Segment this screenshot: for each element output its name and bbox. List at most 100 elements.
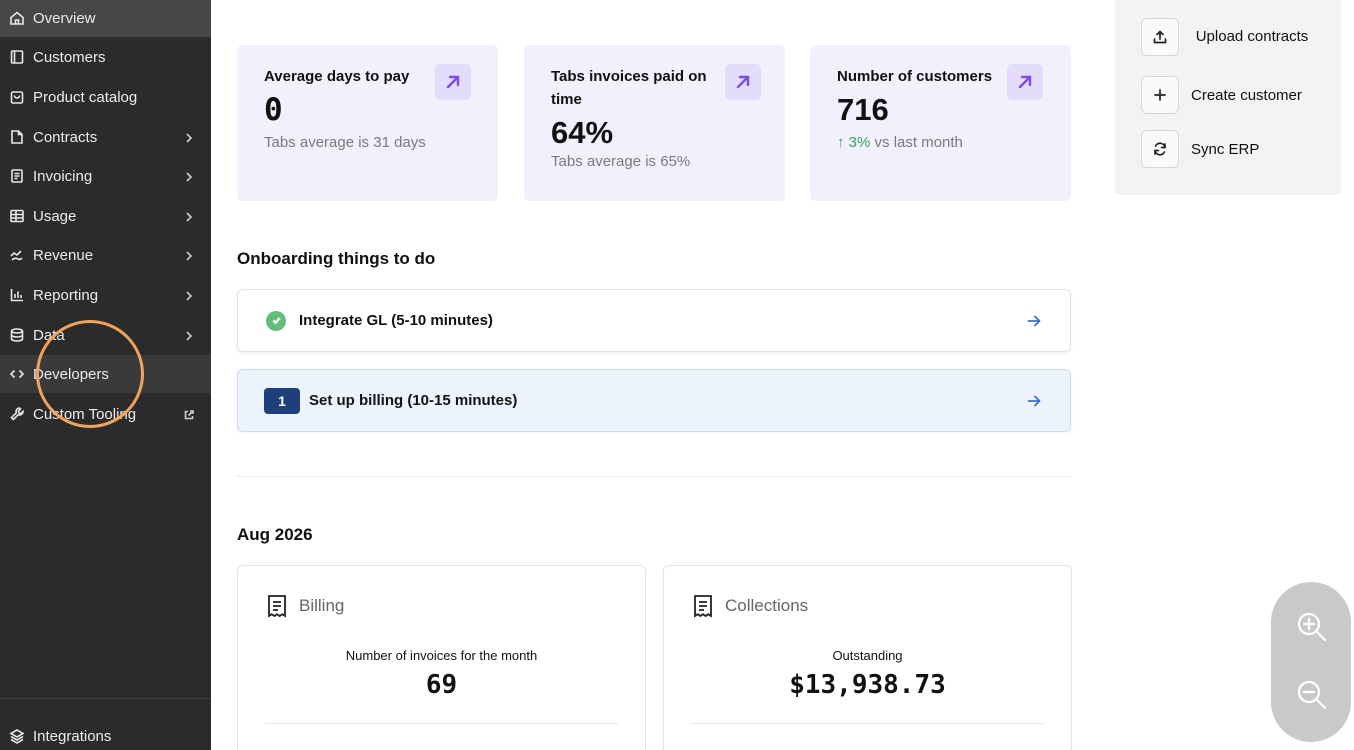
arrow-up-right-icon[interactable]	[1007, 64, 1043, 100]
layers-icon	[8, 727, 26, 745]
stat-card-paid-on-time: Tabs invoices paid on time 64% Tabs aver…	[524, 45, 785, 201]
stat-title: Average days to pay	[264, 68, 410, 85]
stat-value: 0	[264, 92, 283, 128]
sidebar-item-label: Custom Tooling	[33, 405, 137, 423]
sync-erp-action[interactable]: Sync ERP	[1141, 130, 1259, 168]
sync-icon[interactable]	[1141, 130, 1179, 168]
sidebar-item-revenue[interactable]: Revenue	[0, 236, 211, 274]
collections-card-divider	[691, 723, 1044, 724]
task-set-up-billing[interactable]: 1 Set up billing (10-15 minutes)	[237, 369, 1071, 432]
sidebar-item-label: Overview	[33, 9, 96, 27]
bar-chart-icon	[8, 286, 26, 304]
file-icon	[8, 128, 26, 146]
billing-card-header: Billing	[266, 594, 344, 618]
sidebar-item-label: Developers	[33, 365, 109, 383]
zoom-in-icon[interactable]	[1295, 610, 1329, 644]
sidebar-item-label: Usage	[33, 207, 77, 225]
collections-card-header: Collections	[692, 594, 808, 618]
sidebar-item-label: Product catalog	[33, 88, 138, 106]
sidebar-item-overview[interactable]: Overview	[0, 0, 211, 37]
plus-icon[interactable]	[1141, 76, 1179, 114]
stat-value: 64%	[551, 115, 614, 150]
task-label: Set up billing (10-15 minutes)	[309, 392, 518, 409]
sidebar-item-label: Contracts	[33, 128, 98, 146]
sidebar-item-label: Reporting	[33, 286, 99, 304]
create-customer-action[interactable]: Create customer	[1141, 76, 1302, 114]
arrow-up-right-icon[interactable]	[435, 64, 471, 100]
sidebar-item-usage[interactable]: Usage	[0, 197, 211, 235]
sidebar-item-label: Data	[33, 326, 65, 344]
stat-subtitle: Tabs average is 65%	[551, 153, 691, 170]
zoom-control	[1271, 582, 1351, 742]
arrow-right-icon[interactable]	[1026, 313, 1042, 329]
action-label[interactable]: Sync ERP	[1191, 140, 1260, 158]
zoom-out-icon[interactable]	[1295, 678, 1329, 712]
billing-metric-label: Number of invoices for the month	[345, 648, 538, 663]
quick-actions-panel: Upload contracts Create customer Sync ER…	[1115, 0, 1341, 195]
invoice-icon	[8, 167, 26, 185]
stat-subtitle: ↑ 3% vs last month	[837, 134, 1044, 151]
arrow-right-icon[interactable]	[1026, 393, 1042, 409]
sidebar-divider	[0, 698, 211, 699]
sidebar-item-invoicing[interactable]: Invoicing	[0, 157, 211, 195]
sidebar-item-reporting[interactable]: Reporting	[0, 276, 211, 314]
sidebar-item-integrations[interactable]: Integrations	[0, 717, 211, 750]
section-divider	[237, 476, 1071, 477]
stat-subtitle: Tabs average is 31 days	[264, 134, 426, 151]
chevron-right-icon	[183, 289, 195, 301]
step-number-badge: 1	[264, 387, 300, 414]
stat-title: Number of customers	[837, 68, 993, 85]
stat-card-average-days: Average days to pay 0 Tabs average is 31…	[237, 45, 498, 201]
sidebar-item-contracts[interactable]: Contracts	[0, 118, 211, 156]
sidebar-item-product-catalog[interactable]: Product catalog	[0, 78, 211, 116]
sidebar: Overview Customers Product catalog Contr…	[0, 0, 211, 750]
code-icon	[8, 365, 26, 383]
stat-delta: ↑ 3%	[837, 134, 871, 151]
receipt-icon	[268, 595, 286, 618]
sidebar-item-label: Revenue	[33, 246, 94, 264]
task-integrate-gl[interactable]: Integrate GL (5-10 minutes)	[237, 289, 1071, 352]
wrench-icon	[8, 405, 26, 423]
action-label[interactable]: Create customer	[1191, 86, 1302, 104]
sidebar-item-custom-tooling[interactable]: Custom Tooling	[0, 395, 211, 433]
chevron-right-icon	[183, 249, 195, 261]
external-link-icon	[183, 408, 195, 420]
home-icon	[8, 9, 26, 27]
collections-metric-label: Outstanding	[832, 648, 903, 663]
onboarding-title: Onboarding things to do	[237, 249, 436, 268]
stat-title: Tabs invoices paid on time	[551, 68, 707, 108]
database-icon	[8, 326, 26, 344]
arrow-up-right-icon[interactable]	[725, 64, 761, 100]
stat-value: 716	[837, 92, 889, 127]
sidebar-item-data[interactable]: Data	[0, 316, 211, 354]
chevron-right-icon	[183, 329, 195, 341]
collections-metric-value: $13,938.73	[789, 670, 946, 700]
sidebar-item-label: Customers	[33, 48, 106, 66]
revenue-icon	[8, 246, 26, 264]
bag-icon	[8, 88, 26, 106]
task-label: Integrate GL (5-10 minutes)	[299, 312, 493, 329]
sidebar-item-developers[interactable]: Developers	[0, 355, 211, 393]
period-title: Aug 2026	[237, 525, 313, 544]
stat-delta-text: vs last month	[870, 134, 963, 151]
upload-contracts-action[interactable]: Upload contracts	[1141, 18, 1313, 56]
book-icon	[8, 48, 26, 66]
collections-card-title: Collections	[725, 596, 809, 615]
upload-icon[interactable]	[1141, 18, 1179, 56]
sidebar-item-label: Integrations	[33, 727, 112, 745]
collections-card: Collections Outstanding $13,938.73	[663, 565, 1072, 750]
check-circle-icon	[266, 310, 286, 331]
billing-card-title: Billing	[299, 596, 345, 615]
chevron-right-icon	[183, 210, 195, 222]
chevron-right-icon	[183, 131, 195, 143]
stat-card-customers: Number of customers 716 ↑ 3% vs last mon…	[810, 45, 1071, 201]
sidebar-item-label: Invoicing	[33, 167, 93, 185]
table-icon	[8, 207, 26, 225]
action-label[interactable]: Upload contracts	[1195, 28, 1309, 45]
billing-card-divider	[265, 723, 618, 724]
sidebar-item-customers[interactable]: Customers	[0, 38, 211, 76]
receipt-icon	[694, 595, 712, 618]
chevron-right-icon	[183, 170, 195, 182]
billing-card: Billing Number of invoices for the month…	[237, 565, 646, 750]
